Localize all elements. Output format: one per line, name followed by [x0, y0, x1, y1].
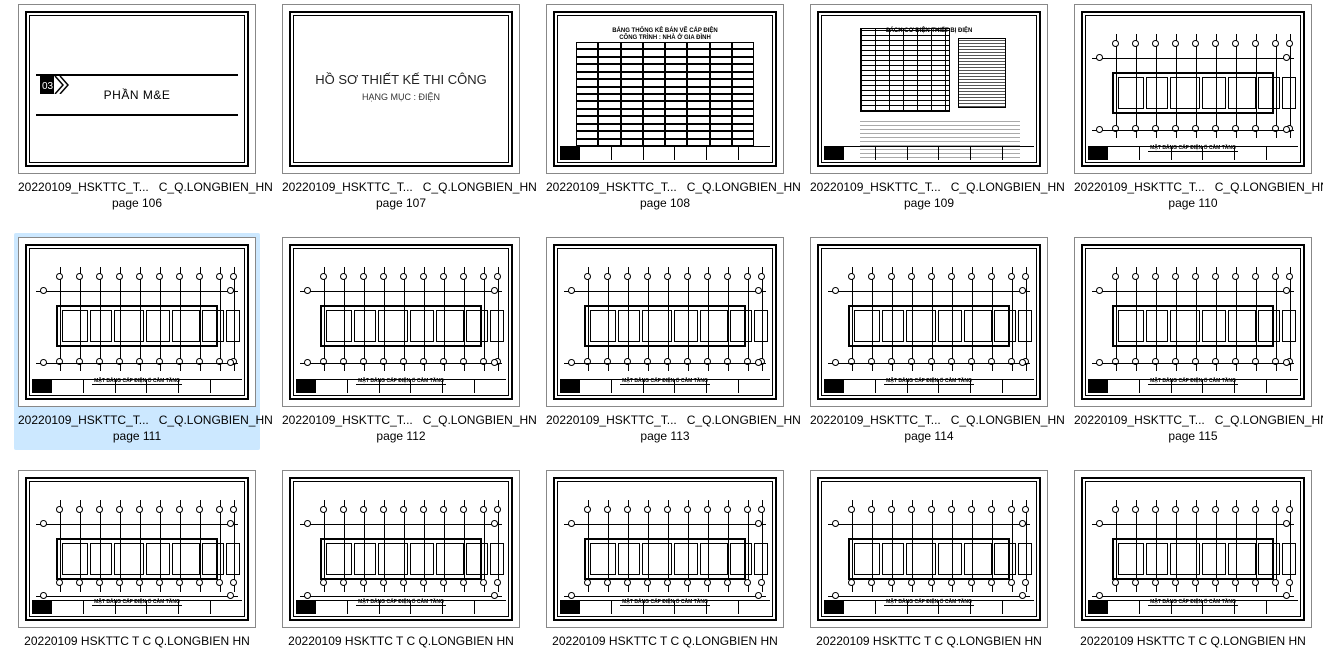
thumbnail-image[interactable]: PHẦN M&E 03	[18, 4, 256, 174]
drawing-titleblock	[824, 600, 1034, 614]
thumbnail-image[interactable]: MẶT BẰNG CẤP ĐIỆN Ổ CẮM TẦNG	[810, 237, 1048, 407]
thumbnail-caption: 20220109_HSKTTC_T... C_Q.LONGBIEN_HN pag…	[810, 413, 1048, 444]
thumbnail-image[interactable]: MẶT BẰNG CẤP ĐIỆN Ổ CẮM TẦNG	[1074, 237, 1312, 407]
thumbnail-image[interactable]: MẶT BẰNG CẤP ĐIỆN Ổ CẮM TẦNG	[810, 470, 1048, 628]
floor-plan: MẶT BẰNG CẤP ĐIỆN Ổ CẮM TẦNG	[1092, 34, 1294, 138]
thumbnail-item[interactable]: HỒ SƠ THIẾT KẾ THI CÔNG HẠNG MỤC : ĐIỆN …	[278, 0, 524, 217]
thumbnail-caption: 20220109_HSKTTC_T... C_Q.LONGBIEN_HN pag…	[810, 180, 1048, 211]
drawing-titleblock	[1088, 600, 1298, 614]
floor-plan: MẶT BẰNG CẤP ĐIỆN Ổ CẮM TẦNG	[564, 267, 766, 371]
drawing-titleblock	[32, 379, 242, 393]
thumbnail-image[interactable]: MẶT BẰNG CẤP ĐIỆN Ổ CẮM TẦNG	[282, 237, 520, 407]
thumbnail-image[interactable]: MẶT BẰNG CẤP ĐIỆN Ổ CẮM TẦNG	[546, 470, 784, 628]
thumbnail-item[interactable]: MẶT BẰNG CẤP ĐIỆN Ổ CẮM TẦNG 20220109_HS…	[806, 233, 1052, 450]
thumbnail-item[interactable]: MẶT BẰNG CẤP ĐIỆN Ổ CẮM TẦNG 20220109_HS…	[1070, 0, 1316, 217]
thumbnail-caption: 20220109_HSKTTC_T... C_Q.LONGBIEN_HN pag…	[546, 413, 784, 444]
drawing-titleblock	[296, 379, 506, 393]
thumbnail-item[interactable]: BẢNG THỐNG KÊ BÁN VẼ CẤP ĐIỆNCÔNG TRÌNH …	[542, 0, 788, 217]
thumbnail-caption: 20220109_HSKTTC_T... C_Q.LONGBIEN_HN pag…	[1074, 180, 1312, 211]
drawing-titleblock	[560, 600, 770, 614]
drawing-titleblock	[32, 600, 242, 614]
drawing-titleblock	[560, 146, 770, 160]
floor-plan: MẶT BẰNG CẤP ĐIỆN Ổ CẮM TẦNG	[1092, 267, 1294, 371]
thumbnail-caption: 20220109_HSKTTC_T... C_Q.LONGBIEN_HN pag…	[1074, 413, 1312, 444]
floor-plan: MẶT BẰNG CẤP ĐIỆN Ổ CẮM TẦNG	[828, 267, 1030, 371]
thumbnail-image[interactable]: MẶT BẰNG CẤP ĐIỆN Ổ CẮM TẦNG	[546, 237, 784, 407]
thumbnail-item[interactable]: SÁCH CƠ ĐIỆN THIẾT BỊ ĐIỆN 20220109_HSKT…	[806, 0, 1052, 217]
thumbnail-image[interactable]: MẶT BẰNG CẤP ĐIỆN Ổ CẮM TẦNG	[282, 470, 520, 628]
floor-plan: MẶT BẰNG CẤP ĐIỆN Ổ CẮM TẦNG	[36, 500, 238, 592]
thumbnail-item[interactable]: MẶT BẰNG CẤP ĐIỆN Ổ CẮM TẦNG 20220109 HS…	[1070, 466, 1316, 656]
thumbnail-caption: 20220109_HSKTTC_T... C_Q.LONGBIEN_HN pag…	[282, 413, 520, 444]
floor-plan: MẶT BẰNG CẤP ĐIỆN Ổ CẮM TẦNG	[36, 267, 238, 371]
thumbnail-caption: 20220109_HSKTTC_T... C_Q.LONGBIEN_HN pag…	[282, 180, 520, 211]
thumbnail-image[interactable]: MẶT BẰNG CẤP ĐIỆN Ổ CẮM TẦNG	[18, 470, 256, 628]
thumbnail-item[interactable]: MẶT BẰNG CẤP ĐIỆN Ổ CẮM TẦNG 20220109 HS…	[542, 466, 788, 656]
thumbnail-caption: 20220109_HSKTTC_T... C_Q.LONGBIEN_HN pag…	[18, 180, 256, 211]
thumbnail-caption: 20220109_HSKTTC_T... C_Q.LONGBIEN_HN pag…	[546, 180, 784, 211]
drawing-titleblock	[1088, 379, 1298, 393]
thumbnail-item[interactable]: MẶT BẰNG CẤP ĐIỆN Ổ CẮM TẦNG 20220109 HS…	[278, 466, 524, 656]
drawing-titleblock	[824, 379, 1034, 393]
drawing-titleblock	[1088, 146, 1298, 160]
drawing-titleblock	[560, 379, 770, 393]
floor-plan: MẶT BẰNG CẤP ĐIỆN Ổ CẮM TẦNG	[564, 500, 766, 592]
floor-plan: MẶT BẰNG CẤP ĐIỆN Ổ CẮM TẦNG	[300, 500, 502, 592]
thumbnail-image[interactable]: MẶT BẰNG CẤP ĐIỆN Ổ CẮM TẦNG	[1074, 470, 1312, 628]
thumbnail-item[interactable]: MẶT BẰNG CẤP ĐIỆN Ổ CẮM TẦNG 20220109 HS…	[806, 466, 1052, 656]
svg-text:03: 03	[42, 81, 54, 92]
floor-plan: MẶT BẰNG CẤP ĐIỆN Ổ CẮM TẦNG	[1092, 500, 1294, 592]
thumbnail-item[interactable]: MẶT BẰNG CẤP ĐIỆN Ổ CẮM TẦNG 20220109_HS…	[1070, 233, 1316, 450]
thumbnail-image[interactable]: MẶT BẰNG CẤP ĐIỆN Ổ CẮM TẦNG	[1074, 4, 1312, 174]
drawing-titleblock	[296, 600, 506, 614]
thumbnail-grid: PHẦN M&E 03 20220109_HSKTTC_T... C_Q.LON…	[0, 0, 1323, 660]
thumbnail-item[interactable]: PHẦN M&E 03 20220109_HSKTTC_T... C_Q.LON…	[14, 0, 260, 217]
thumbnail-image[interactable]: SÁCH CƠ ĐIỆN THIẾT BỊ ĐIỆN	[810, 4, 1048, 174]
floor-plan: MẶT BẰNG CẤP ĐIỆN Ổ CẮM TẦNG	[300, 267, 502, 371]
thumbnail-item[interactable]: MẶT BẰNG CẤP ĐIỆN Ổ CẮM TẦNG 20220109 HS…	[14, 466, 260, 656]
thumbnail-item[interactable]: MẶT BẰNG CẤP ĐIỆN Ổ CẮM TẦNG 20220109_HS…	[278, 233, 524, 450]
thumbnail-image[interactable]: MẶT BẰNG CẤP ĐIỆN Ổ CẮM TẦNG	[18, 237, 256, 407]
drawing-titleblock	[824, 146, 1034, 160]
thumbnail-item[interactable]: MẶT BẰNG CẤP ĐIỆN Ổ CẮM TẦNG 20220109_HS…	[14, 233, 260, 450]
thumbnail-caption: 20220109_HSKTTC_T... C_Q.LONGBIEN_HN pag…	[18, 413, 256, 444]
thumbnail-image[interactable]: HỒ SƠ THIẾT KẾ THI CÔNG HẠNG MỤC : ĐIỆN	[282, 4, 520, 174]
floor-plan: MẶT BẰNG CẤP ĐIỆN Ổ CẮM TẦNG	[828, 500, 1030, 592]
thumbnail-item[interactable]: MẶT BẰNG CẤP ĐIỆN Ổ CẮM TẦNG 20220109_HS…	[542, 233, 788, 450]
thumbnail-image[interactable]: BẢNG THỐNG KÊ BÁN VẼ CẤP ĐIỆNCÔNG TRÌNH …	[546, 4, 784, 174]
